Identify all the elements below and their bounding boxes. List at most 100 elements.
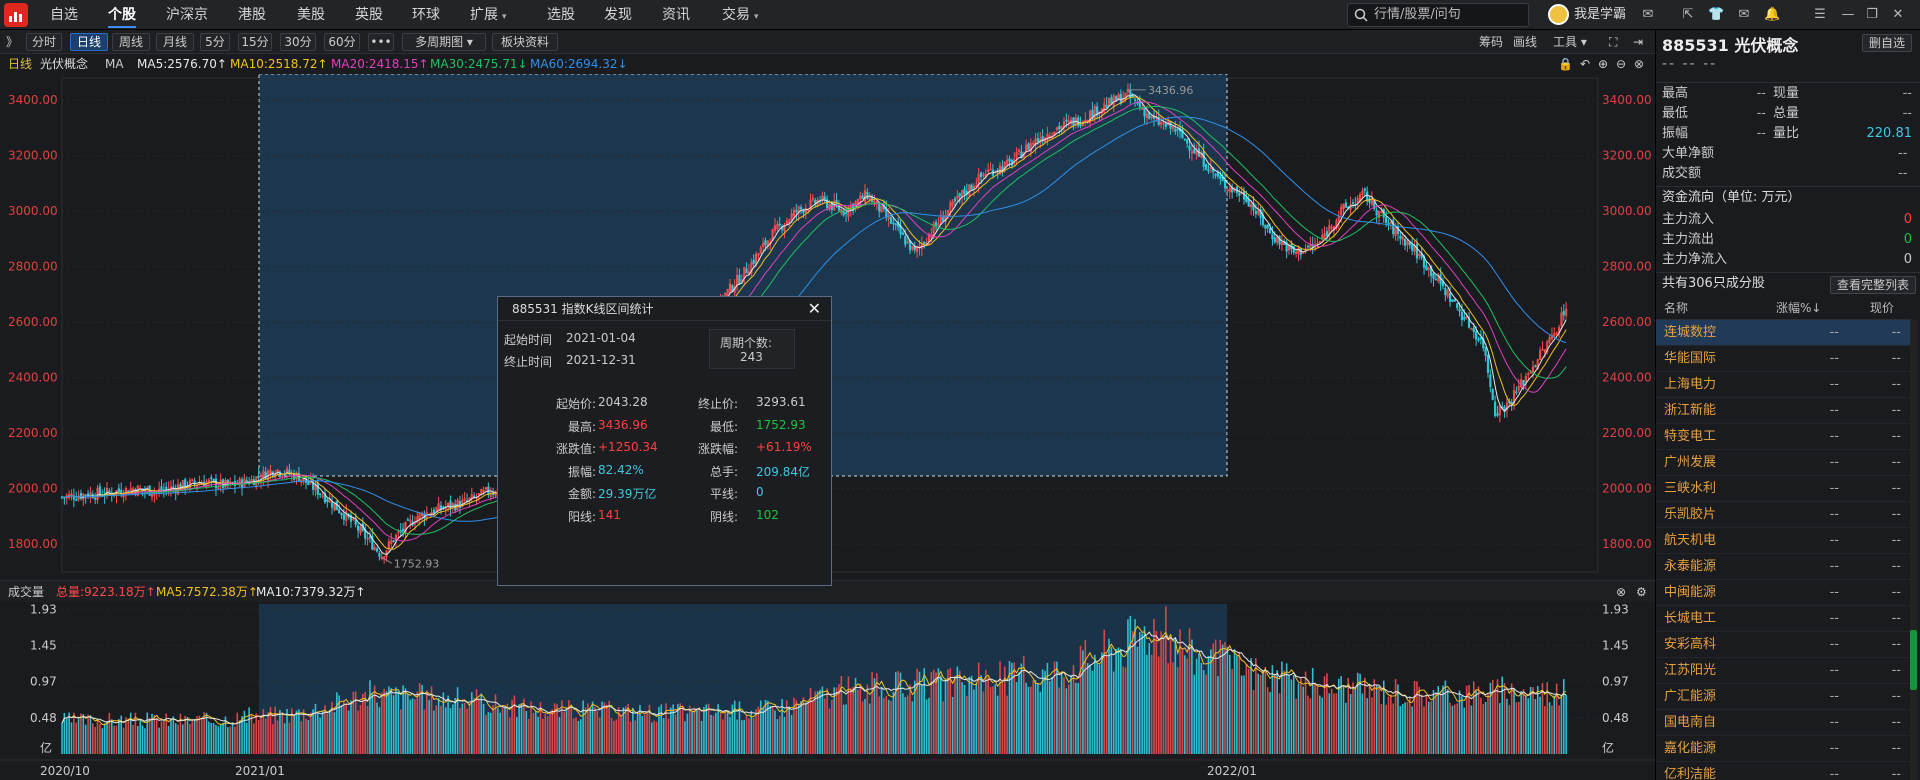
period-tab-9[interactable]: 多周期图 ▾ [402,33,486,51]
username[interactable]: 我是学霸S [1574,7,1626,22]
chevron-down-icon: ▾ [502,12,507,22]
period-tab-5[interactable]: 15分 [238,33,272,51]
volume-bar [158,727,160,754]
fullscreen-icon[interactable]: ⛶ [1609,35,1618,49]
nav-item-3[interactable]: 港股 [238,0,266,30]
dialog-close-icon[interactable]: ✕ [807,299,821,318]
nav-item-2[interactable]: 沪深京 [166,0,208,30]
toggle-panel-icon[interactable]: ⇥ [1633,35,1644,49]
volume-bar [390,688,393,754]
component-stock-row[interactable]: 中闽能源 -- -- [1656,580,1911,606]
component-stock-row[interactable]: 长城电工 -- -- [1656,606,1911,632]
component-stock-row[interactable]: 上海电力 -- -- [1656,372,1911,398]
col-change[interactable]: 涨幅%↓ [1776,301,1822,315]
period-tab-6[interactable]: 30分 [280,33,316,51]
volume-bar [584,707,587,754]
chart-close-icon[interactable]: ⊗ [1634,57,1645,71]
lock-icon[interactable]: 🔒 [1558,57,1573,71]
ma60-line [61,116,1567,522]
view-full-list-button[interactable]: 查看完整列表 [1829,276,1916,294]
menu-icon[interactable]: ☰ [1814,7,1826,22]
mail-icon[interactable]: ✉ [1738,7,1750,22]
volume-bar [1475,690,1477,754]
app-logo[interactable] [4,3,28,27]
nav-item-1[interactable]: 个股 [108,0,136,30]
component-stock-row[interactable]: 江苏阳光 -- -- [1656,658,1911,684]
candle-body [1110,97,1113,104]
volume-bar [1425,695,1428,754]
period-tab-1[interactable]: 日线 [70,33,108,51]
col-name[interactable]: 名称 [1664,301,1689,315]
expand-icon[interactable]: 》 [6,35,19,49]
volume-close-icon[interactable]: ⊗ [1616,585,1627,599]
component-stock-row[interactable]: 安彩高科 -- -- [1656,632,1911,658]
nav-item-9[interactable]: 发现 [604,0,632,30]
period-tab-3[interactable]: 月线 [156,33,194,51]
period-tab-0[interactable]: 分时 [26,33,62,51]
period-tab-10[interactable]: 板块资料 [492,33,558,51]
tools-button[interactable]: 工具 ▾ [1553,35,1587,49]
nav-item-10[interactable]: 资讯 [662,0,690,30]
y-tick-left: 2800.00 [8,260,58,274]
nav-item-0[interactable]: 自选 [50,0,78,30]
message-icon[interactable]: ✉ [1642,7,1654,22]
maximize-icon[interactable]: ❐ [1866,7,1878,22]
component-stock-row[interactable]: 连城数控 -- -- [1656,320,1911,346]
stat-value: 2043.28 [598,395,648,409]
candle-body [1034,138,1037,146]
close-icon[interactable]: ✕ [1892,7,1904,22]
period-tab-7[interactable]: 60分 [324,33,360,51]
nav-item-7[interactable]: 扩展 ▾ [470,0,507,30]
high-label: 3436.96 [1148,84,1194,97]
kline-chart[interactable]: 3400.00 3400.00 3200.00 3200.00 3000.00 3000.… [0,74,1655,580]
period-tab-4[interactable]: 5分 [200,33,230,51]
zoom-out-icon[interactable]: ⊖ [1616,57,1627,71]
bell-icon[interactable]: 🔔 [1764,7,1781,22]
volume-bar [1548,702,1551,754]
zoom-in-icon[interactable]: ⊕ [1598,57,1609,71]
undo-icon[interactable]: ↶ [1580,57,1591,71]
component-stock-row[interactable]: 嘉化能源 -- -- [1656,736,1911,762]
stock-price: -- [1891,507,1901,522]
component-stock-row[interactable]: 华能国际 -- -- [1656,346,1911,372]
volume-bar [151,713,153,754]
col-price[interactable]: 现价 [1870,301,1895,315]
shirt-icon[interactable]: 👕 [1708,7,1725,22]
nav-item-11[interactable]: 交易 ▾ [722,0,759,30]
search-input[interactable]: 行情/股票/问句 [1347,3,1529,27]
volume-ma5: MA5:7572.38万↑ [156,585,258,599]
component-stock-row[interactable]: 亿利洁能 -- -- [1656,762,1911,780]
component-stock-row[interactable]: 浙江新能 -- -- [1656,398,1911,424]
avatar[interactable] [1548,4,1569,25]
nav-item-8[interactable]: 选股 [547,0,575,30]
component-stock-row[interactable]: 永泰能源 -- -- [1656,554,1911,580]
components-scrollbar[interactable] [1910,320,1917,780]
component-stock-row[interactable]: 三峡水利 -- -- [1656,476,1911,502]
nav-item-5[interactable]: 英股 [355,0,383,30]
chip-button[interactable]: 筹码 [1479,35,1504,49]
volume-chart[interactable]: 1.93 1.93 1.45 1.45 0.97 0.97 0.48 0.48 亿 亿 2020/1… [0,602,1655,780]
candle-body [371,535,374,550]
component-stock-row[interactable]: 广州发展 -- -- [1656,450,1911,476]
candle-body [944,215,947,222]
volume-bar [473,697,475,754]
restore-icon[interactable]: ⇱ [1682,7,1694,22]
component-stock-row[interactable]: 乐凯胶片 -- -- [1656,502,1911,528]
component-stock-row[interactable]: 特变电工 -- -- [1656,424,1911,450]
component-stock-row[interactable]: 航天机电 -- -- [1656,528,1911,554]
period-tab-2[interactable]: 周线 [112,33,150,51]
volume-bar [679,703,682,754]
period-tab-8[interactable]: ••• [368,33,394,51]
volume-bar [236,712,239,754]
minimize-icon[interactable]: — [1841,7,1855,22]
stock-price: -- [1891,689,1901,704]
candle-body [809,199,812,209]
draw-line-button[interactable]: 画线 [1513,35,1538,49]
volume-bar [513,695,516,754]
volume-settings-icon[interactable]: ⚙ [1636,585,1647,599]
component-stock-row[interactable]: 广汇能源 -- -- [1656,684,1911,710]
nav-item-4[interactable]: 美股 [297,0,325,30]
remove-watchlist-button[interactable]: 删自选 [1861,34,1912,52]
component-stock-row[interactable]: 国电南自 -- -- [1656,710,1911,736]
nav-item-6[interactable]: 环球 [412,0,440,30]
